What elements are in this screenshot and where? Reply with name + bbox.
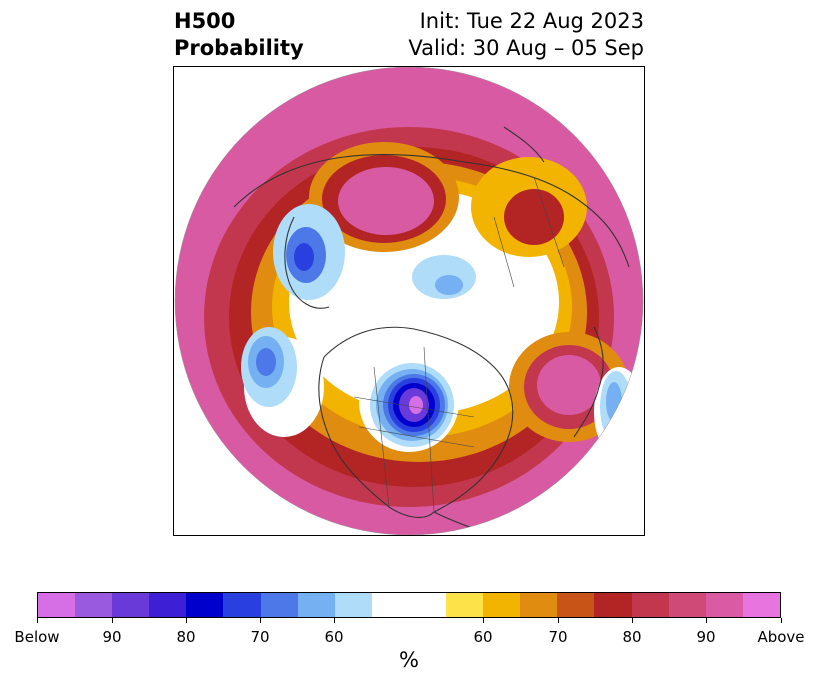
colorbar-segment [520,593,558,617]
coastline [284,216,330,309]
colorbar-tick-label: 90 [102,628,122,646]
coastline [503,126,545,163]
atlantic-trough-3 [256,348,276,376]
colorbar-segment [668,593,706,617]
colorbar-tick-label: 80 [176,628,196,646]
colorbar-tick-mark [112,618,113,623]
colorbar-tick-label: Above [757,628,805,646]
colorbar-segment [371,593,409,617]
colorbar-tick-label: 60 [473,628,493,646]
init-date: Init: Tue 22 Aug 2023 [419,9,644,33]
colorbar-tick-mark [186,618,187,623]
colorbar-tick-mark [37,618,38,623]
colorbar-tick-label: 70 [250,628,270,646]
colorbar-tick-mark [260,618,261,623]
eurasia-high [504,189,564,245]
colorbar-tick-mark [781,618,782,623]
colorbar-tick-label: 90 [696,628,716,646]
colorbar-segment [594,593,632,617]
colorbar-tick-mark [483,618,484,623]
polar-trough-core [435,275,463,295]
political-border [353,396,475,418]
arctic-high [338,167,434,235]
colorbar-segment [742,593,780,617]
colorbar-segment [38,593,76,617]
colorbar-segment [112,593,150,617]
colorbar-segment [408,593,447,617]
valid-range: Valid: 30 Aug – 05 Sep [408,36,644,60]
colorbar-segment [334,593,372,617]
colorbar-tick-mark [334,618,335,623]
greenland-trough-3 [294,243,314,271]
coastline [463,161,630,268]
coastline [318,356,435,518]
colorbar-segment [557,593,595,617]
chart-title-right: Init: Tue 22 Aug 2023 Valid: 30 Aug – 05… [408,8,644,62]
pacific-trough-2 [606,382,622,422]
colorbar-tick-mark [558,618,559,623]
hudson-core [409,396,423,414]
colorbar-segment [75,593,113,617]
colorbar-segment [446,593,484,617]
political-border [373,366,390,508]
political-border [423,346,435,513]
colorbar-tick-mark [706,618,707,623]
colorbar [37,592,781,618]
political-border [493,216,515,288]
colorbar-segment [631,593,669,617]
map-panel [173,66,645,536]
colorbar-segment [186,593,224,617]
colorbar-tick-label: Below [14,628,60,646]
chart-title-left: H500 Probability [174,8,304,62]
colorbar-segment [483,593,521,617]
colorbar-segment [260,593,298,617]
colorbar-unit-label: % [399,648,419,672]
title-variable: H500 [174,9,236,33]
probability-map [174,67,644,535]
political-border [533,176,565,268]
political-border [358,426,475,448]
coastline [573,326,604,438]
colorbar-segment [705,593,743,617]
coastline [323,326,514,513]
colorbar-tick-mark [632,618,633,623]
title-quantity: Probability [174,36,304,60]
coastline [233,153,465,208]
colorbar-segment [223,593,261,617]
colorbar-tick-label: 60 [324,628,344,646]
colorbar-segment [297,593,335,617]
colorbar-tick-label: 70 [548,628,568,646]
pacific-ridge [537,355,601,415]
colorbar-segment [149,593,187,617]
colorbar-tick-label: 80 [622,628,642,646]
